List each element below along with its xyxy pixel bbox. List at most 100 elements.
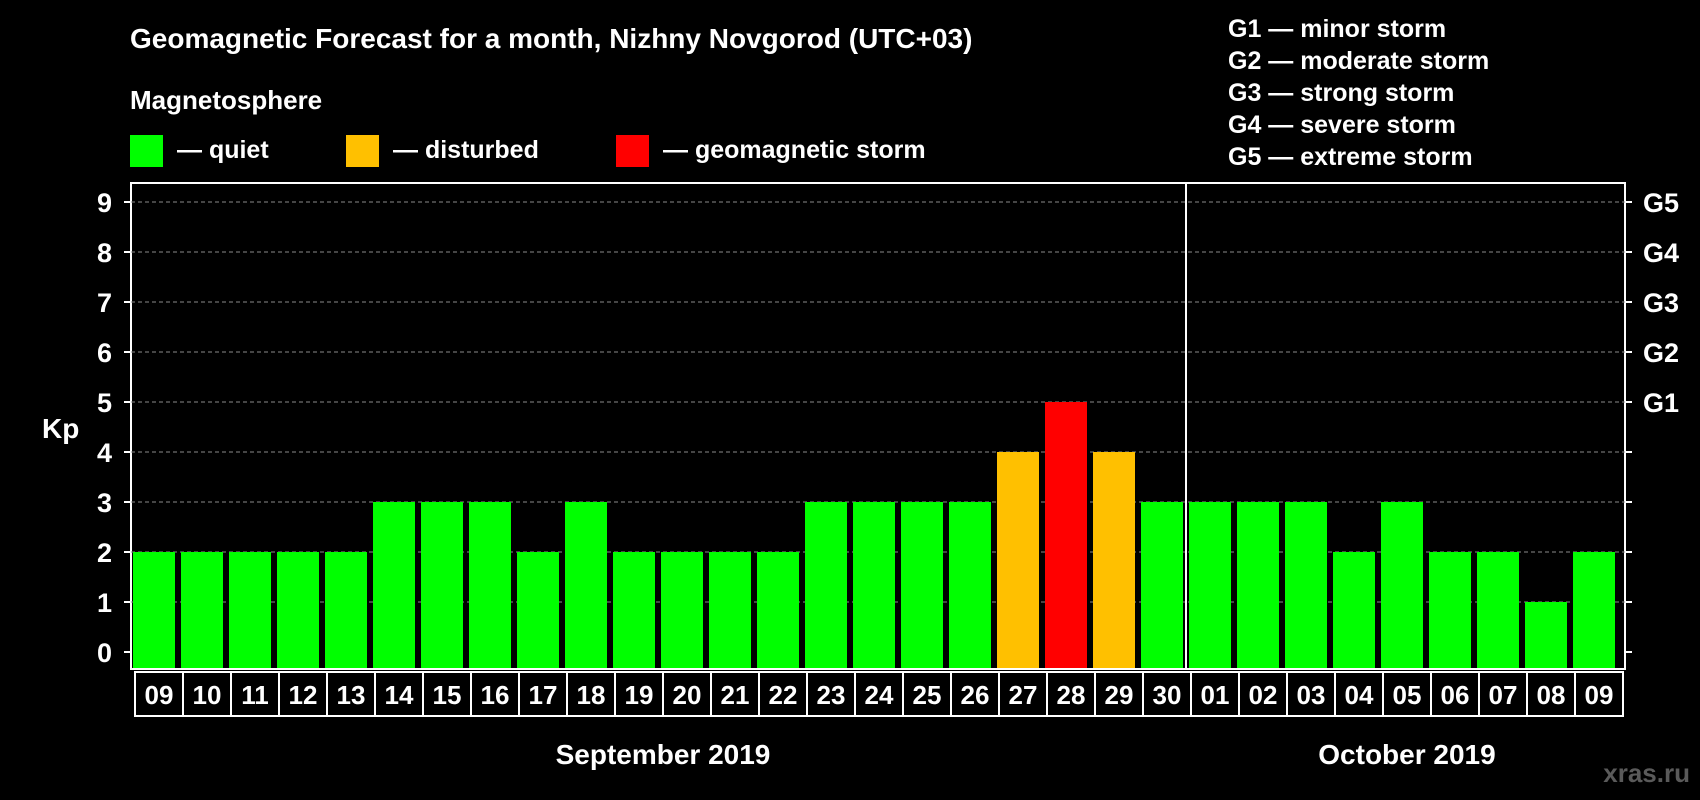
g-legend-g1: G1 — minor storm	[1228, 15, 1446, 43]
bar	[1573, 552, 1615, 668]
legend: — quiet — disturbed — geomagnetic storm	[130, 135, 926, 167]
y-tick-label: 4	[97, 438, 112, 468]
x-tick-label: 16	[481, 680, 510, 710]
g-tick-label: G1	[1643, 388, 1679, 418]
x-tick-label: 09	[145, 680, 174, 710]
watermark: xras.ru	[1603, 758, 1690, 788]
y-tick-label: 0	[97, 638, 112, 668]
y-tick-label: 2	[97, 538, 112, 568]
y-tick-label: 1	[97, 588, 112, 618]
x-tick-label: 21	[721, 680, 750, 710]
bar	[1093, 452, 1135, 668]
bar	[1429, 552, 1471, 668]
day-label-frame	[134, 671, 1624, 717]
g-legend-g4: G4 — severe storm	[1228, 111, 1456, 139]
bar	[661, 552, 703, 668]
month-label: September 2019	[556, 739, 771, 770]
x-tick-label: 10	[193, 680, 222, 710]
legend-label-quiet: — quiet	[177, 136, 269, 164]
x-tick-label: 29	[1105, 680, 1134, 710]
g-legend-g5: G5 — extreme storm	[1228, 143, 1473, 171]
legend-heading: Magnetosphere	[130, 85, 322, 115]
x-tick-label: 05	[1393, 680, 1422, 710]
bar	[325, 552, 367, 668]
bar	[1141, 502, 1183, 668]
bar	[133, 552, 175, 668]
x-tick-label: 24	[865, 680, 894, 710]
bar	[805, 502, 847, 668]
x-tick-label: 27	[1009, 680, 1038, 710]
legend-label-storm: — geomagnetic storm	[663, 136, 926, 164]
g-tick-label: G2	[1643, 338, 1679, 368]
x-tick-label: 12	[289, 680, 318, 710]
bar	[613, 552, 655, 668]
x-tick-label: 18	[577, 680, 606, 710]
bar	[565, 502, 607, 668]
x-tick-label: 15	[433, 680, 462, 710]
x-tick-label: 22	[769, 680, 798, 710]
legend-label-disturbed: — disturbed	[393, 136, 539, 164]
x-tick-label: 28	[1057, 680, 1086, 710]
legend-swatch-storm	[616, 135, 649, 167]
bar	[997, 452, 1039, 668]
x-tick-label: 30	[1153, 680, 1182, 710]
y-tick-label: 3	[97, 488, 112, 518]
y-tick-label: 7	[97, 288, 112, 318]
y-tick-label: 9	[97, 188, 112, 218]
x-tick-label: 03	[1297, 680, 1326, 710]
g-legend-g2: G2 — moderate storm	[1228, 47, 1489, 75]
bar	[853, 502, 895, 668]
bar	[373, 502, 415, 668]
bar	[709, 552, 751, 668]
y-axis-label: Kp	[42, 413, 79, 444]
storm-scale-legend: G1 — minor storm G2 — moderate storm G3 …	[1228, 15, 1489, 171]
x-tick-label: 02	[1249, 680, 1278, 710]
x-tick-label: 17	[529, 680, 558, 710]
g-tick-label: G5	[1643, 188, 1679, 218]
g-tick-label: G3	[1643, 288, 1679, 318]
bar	[421, 502, 463, 668]
x-tick-label: 26	[961, 680, 990, 710]
bar	[1381, 502, 1423, 668]
bar	[949, 502, 991, 668]
legend-swatch-quiet	[130, 135, 163, 167]
bar	[181, 552, 223, 668]
chart-title: Geomagnetic Forecast for a month, Nizhny…	[130, 23, 972, 54]
x-tick-label: 08	[1537, 680, 1566, 710]
bar	[1045, 402, 1087, 668]
x-tick-label: 06	[1441, 680, 1470, 710]
bar	[1477, 552, 1519, 668]
x-tick-label: 09	[1585, 680, 1614, 710]
bar	[1237, 502, 1279, 668]
bar	[1189, 502, 1231, 668]
y-tick-label: 6	[97, 338, 112, 368]
y-tick-label: 5	[97, 388, 112, 418]
x-tick-label: 25	[913, 680, 942, 710]
bar	[277, 552, 319, 668]
x-tick-label: 07	[1489, 680, 1518, 710]
g-legend-g3: G3 — strong storm	[1228, 79, 1454, 107]
x-tick-label: 20	[673, 680, 702, 710]
x-tick-label: 11	[241, 680, 269, 710]
bar	[517, 552, 559, 668]
bar	[229, 552, 271, 668]
x-tick-label: 13	[337, 680, 366, 710]
bar	[469, 502, 511, 668]
bar	[1285, 502, 1327, 668]
x-tick-label: 14	[385, 680, 414, 710]
x-tick-label: 01	[1201, 680, 1230, 710]
plot-frame	[130, 182, 1626, 670]
bar	[901, 502, 943, 668]
x-tick-label: 04	[1345, 680, 1374, 710]
month-label: October 2019	[1318, 739, 1495, 770]
x-tick-label: 23	[817, 680, 846, 710]
bar	[1333, 552, 1375, 668]
legend-swatch-disturbed	[346, 135, 379, 167]
bar	[757, 552, 799, 668]
g-tick-label: G4	[1643, 238, 1679, 268]
x-tick-label: 19	[625, 680, 654, 710]
y-tick-label: 8	[97, 238, 112, 268]
bar	[1525, 602, 1567, 668]
